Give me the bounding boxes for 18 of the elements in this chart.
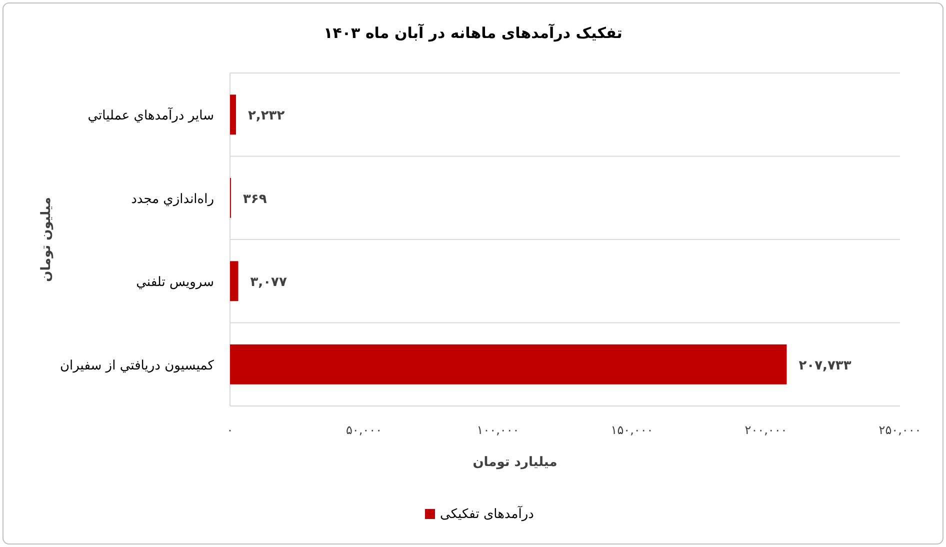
x-axis-title: میلیارد تومان — [472, 455, 558, 470]
x-tick-label: ۱۵۰,۰۰۰ — [610, 423, 654, 437]
x-tick-label: ۵۰,۰۰۰ — [346, 423, 382, 437]
x-tick-label: ۱۰۰,۰۰۰ — [476, 423, 520, 437]
x-tick-label: ۰ — [226, 423, 234, 437]
data-label: ۲۰۷,۷۳۳ — [798, 358, 852, 374]
y-axis-title: میلیون تومان — [39, 197, 54, 282]
category-label: ساير درآمدهاي عملياتي — [88, 108, 214, 124]
data-label: ۳۶۹ — [243, 192, 267, 207]
title: تفکیک درآمدهای ماهانه در آبان ماه ۱۴۰۳ — [324, 24, 622, 42]
x-tick-label: ۲۰۰,۰۰۰ — [744, 423, 788, 437]
data-label: ۲,۲۳۲ — [248, 108, 285, 124]
category-label: كميسيون دريافتي از سفيران — [60, 358, 214, 374]
legend-label: درآمدهای تفکیکی — [440, 507, 534, 522]
data-label: ۳,۰۷۷ — [250, 275, 287, 290]
category-label: راه‌اندازي مجدد — [131, 192, 214, 207]
category-label: سرويس تلفني — [136, 275, 214, 290]
x-tick-label: ۲۵۰,۰۰۰ — [878, 423, 922, 437]
